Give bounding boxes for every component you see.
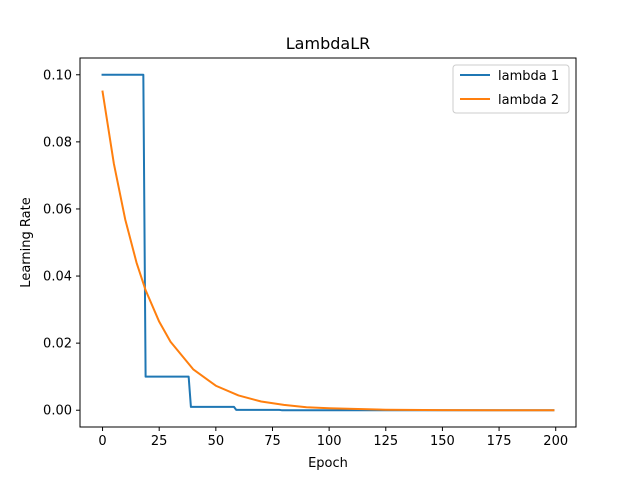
- x-tick-label: 125: [373, 434, 398, 449]
- series-layer: [101, 73, 555, 412]
- series-line-lambda-1: [101, 73, 555, 412]
- legend: lambda 1 lambda 2: [452, 64, 570, 114]
- y-tick-label: 0.08: [43, 135, 72, 150]
- x-axis-label: Epoch: [308, 456, 348, 471]
- x-tick-label: 150: [430, 434, 455, 449]
- x-tick-label: 0: [98, 434, 106, 449]
- x-tick-label: 50: [208, 434, 225, 449]
- plot-area-background: [80, 58, 576, 427]
- chart-title: LambdaLR: [286, 34, 370, 53]
- y-tick-label: 0.04: [43, 270, 72, 285]
- plot-frame: [79, 57, 577, 428]
- y-tick-label: 0.02: [43, 337, 72, 352]
- x-tick-label: 200: [543, 434, 568, 449]
- x-axis-ticks: 0 25 50 75 100 125 150 175 200: [98, 427, 568, 449]
- y-axis-ticks: 0.00 0.02 0.04 0.06 0.08 0.10: [43, 68, 80, 419]
- x-tick-label: 75: [264, 434, 281, 449]
- y-axis-label: Learning Rate: [19, 197, 34, 287]
- legend-label-lambda-2: lambda 2: [498, 93, 559, 108]
- legend-box: [452, 64, 570, 114]
- y-tick-label: 0.10: [43, 68, 72, 83]
- y-tick-label: 0.00: [43, 404, 72, 419]
- series-line-lambda-2: [101, 90, 555, 412]
- x-tick-label: 100: [317, 434, 342, 449]
- x-tick-label: 175: [487, 434, 512, 449]
- legend-label-lambda-1: lambda 1: [498, 69, 559, 84]
- x-tick-label: 25: [151, 434, 168, 449]
- y-tick-label: 0.06: [43, 202, 72, 217]
